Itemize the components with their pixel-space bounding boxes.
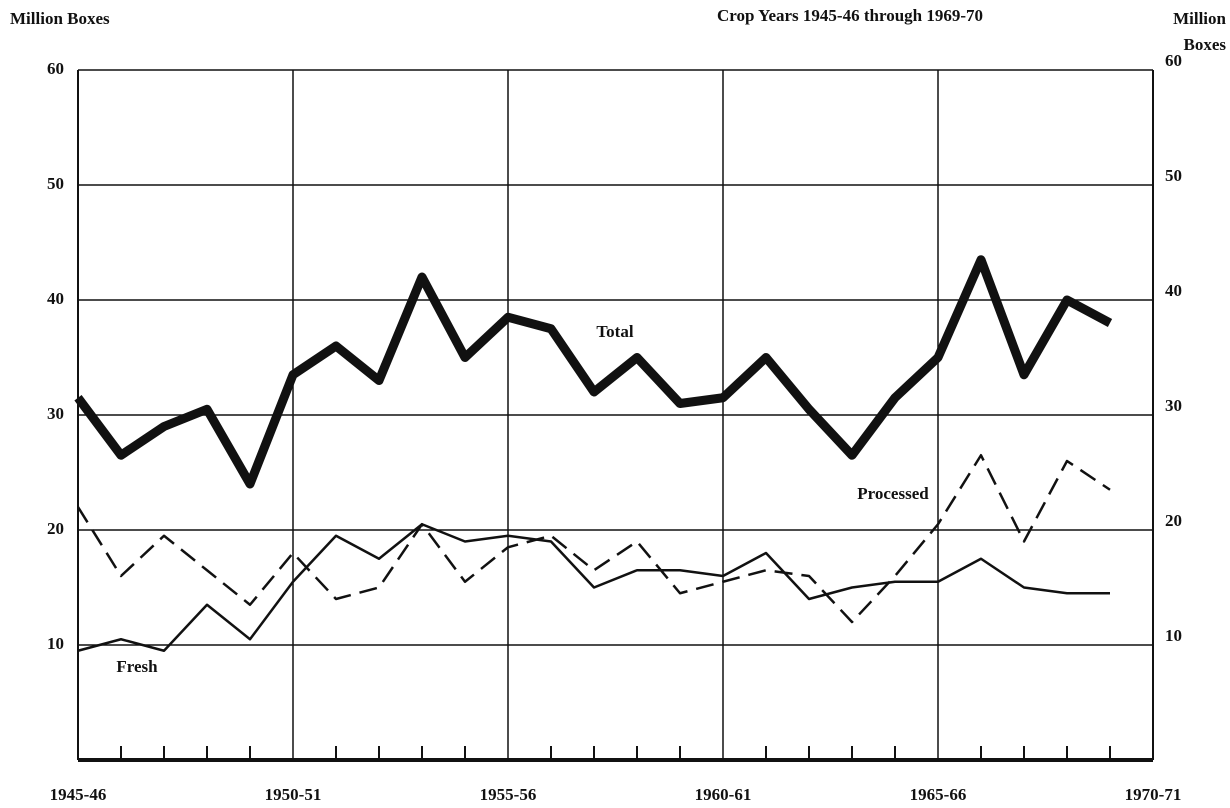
x-tick-label: 1950-51: [265, 785, 322, 804]
x-tick-label: 1955-56: [480, 785, 537, 804]
series-label: Fresh: [116, 657, 158, 676]
y2-tick-label: 20: [1165, 511, 1182, 530]
x-tick-label: 1960-61: [695, 785, 752, 804]
y-tick-label: 30: [47, 404, 64, 423]
x-tick-label: 1970-71: [1125, 785, 1182, 804]
y-tick-label: 60: [47, 59, 64, 78]
series-line: [77, 523, 1110, 652]
series-line: [74, 255, 1113, 489]
x-tick-label: 1965-66: [910, 785, 967, 804]
y2-tick-label: 60: [1165, 51, 1182, 70]
y2-tick-label: 40: [1165, 281, 1182, 300]
y2-tick-label: 30: [1165, 396, 1182, 415]
y-tick-label: 20: [47, 519, 64, 538]
series-label: Processed: [857, 484, 929, 503]
y2-tick-label: 50: [1165, 166, 1182, 185]
chart-title: Crop Years 1945-46 through 1969-70: [717, 6, 983, 25]
y2-axis-label: Million Boxes: [1173, 9, 1226, 54]
series-line: [76, 454, 1111, 624]
series-label: Total: [596, 322, 633, 341]
x-tick-label: 1945-46: [50, 785, 107, 804]
y-tick-label: 10: [47, 634, 64, 653]
y-tick-label: 50: [47, 174, 64, 193]
y2-tick-label: 10: [1165, 626, 1182, 645]
y-tick-label: 40: [47, 289, 64, 308]
y-axis-label: Million Boxes: [10, 9, 110, 28]
